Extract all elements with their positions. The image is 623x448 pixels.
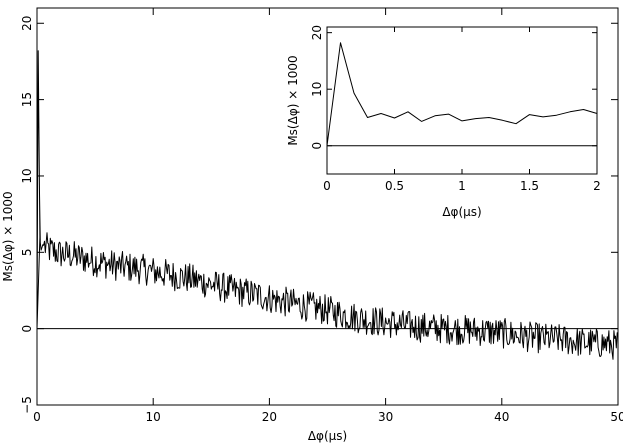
inset-y-tick-label: 10	[310, 82, 324, 97]
main-x-tick-label: 0	[33, 410, 41, 424]
main-y-tick-label: 10	[20, 168, 34, 183]
main-x-tick-label: 10	[146, 410, 161, 424]
main-y-tick-label: 20	[20, 16, 34, 31]
inset-background	[327, 27, 597, 174]
main-series-line-0	[36, 50, 619, 360]
main-y-tick-label: 5	[20, 248, 34, 256]
inset-series-line-0	[326, 42, 598, 146]
inset-y-tick-label: 0	[310, 142, 324, 150]
main-x-tick-label: 40	[494, 410, 509, 424]
main-y-tick-label: 15	[20, 92, 34, 107]
inset-x-axis-label: Δφ(μs)	[442, 205, 481, 219]
inset-x-tick-label: 0	[323, 179, 331, 193]
inset-x-tick-label: 1	[458, 179, 466, 193]
main-y-tick-label: 0	[20, 325, 34, 333]
main-x-axis-label: Δφ(μs)	[308, 429, 347, 443]
main-x-tick-label: 30	[378, 410, 393, 424]
main-x-tick-label: 20	[262, 410, 277, 424]
inset-x-tick-label: 1.5	[520, 179, 539, 193]
inset-y-axis-label: Ms(Δφ) × 1000	[286, 55, 300, 145]
inset-y-tick-label: 20	[310, 25, 324, 40]
main-y-tick-label: −5	[20, 396, 34, 414]
main-y-axis-label: Ms(Δφ) × 1000	[1, 191, 15, 281]
main-x-tick-label: 50	[610, 410, 623, 424]
inset-x-tick-label: 2	[593, 179, 601, 193]
inset-x-tick-label: 0.5	[385, 179, 404, 193]
